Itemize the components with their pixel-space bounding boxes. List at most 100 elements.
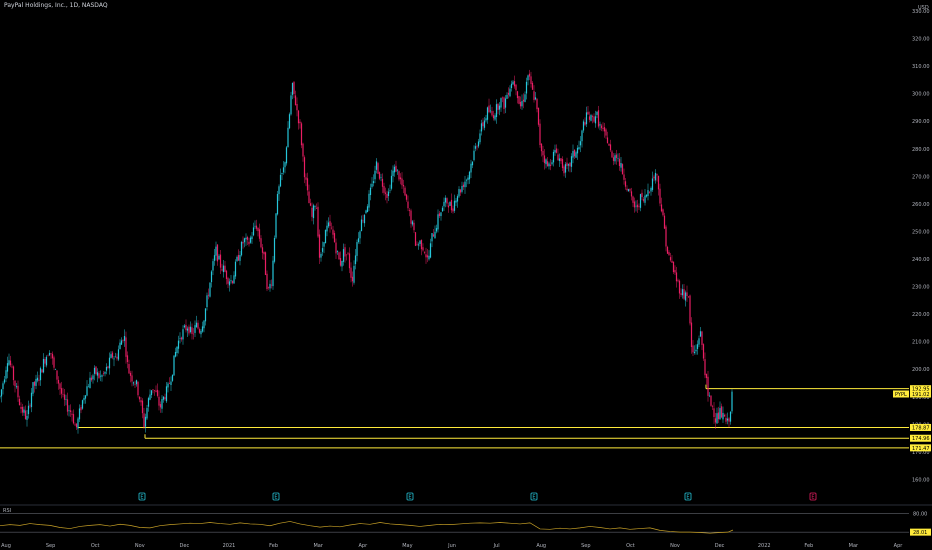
candle-body (449, 201, 451, 206)
candle-body (252, 227, 255, 236)
candle-body (27, 405, 30, 415)
candle-body (422, 247, 424, 251)
candle-body (32, 382, 34, 394)
symbol-tag (893, 390, 909, 398)
candle-body (465, 179, 468, 181)
earnings-marker[interactable] (809, 492, 817, 501)
candle-body (692, 345, 694, 353)
candle-body (486, 107, 489, 120)
rsi-value-tag (910, 528, 931, 536)
candle-body (312, 205, 315, 219)
candle-body (410, 210, 412, 224)
candle-body (657, 175, 660, 190)
candle-body (156, 389, 159, 396)
candle-body (171, 374, 174, 381)
y-tick-label: 230.00 (912, 285, 930, 291)
level-price-label: 178.87 (912, 425, 930, 431)
candle-body (710, 395, 712, 406)
candle-body (176, 346, 178, 354)
candle-body (195, 322, 198, 328)
candle-body (461, 185, 463, 192)
candle-body (477, 141, 480, 147)
candle-body (588, 116, 591, 120)
candle-body (426, 255, 429, 258)
candle-body (669, 257, 672, 261)
candle-body (11, 366, 13, 368)
candle-body (119, 342, 121, 350)
candle-body (729, 411, 732, 422)
candle-body (704, 359, 706, 376)
candle-body (192, 333, 195, 335)
candle-body (513, 81, 516, 87)
candle-body (557, 154, 559, 161)
candle-body (104, 371, 106, 374)
candle-body (129, 372, 132, 376)
candle-body (321, 248, 324, 252)
candle-body (368, 193, 370, 208)
candle-body (149, 394, 151, 400)
candle-body (492, 115, 495, 119)
candle-body (209, 282, 211, 297)
candle-body (561, 159, 564, 169)
candle-body (20, 406, 22, 409)
x-tick-label: Aug (1, 543, 11, 549)
candle-body (29, 405, 31, 407)
candle-body (402, 184, 405, 187)
candle-body (668, 252, 670, 256)
candle-body (357, 238, 360, 243)
earnings-marker[interactable] (684, 492, 692, 501)
rsi-label: RSI (3, 508, 11, 514)
candle-body (207, 294, 210, 296)
candle-body (300, 123, 303, 146)
candle-body (239, 254, 241, 261)
candle-body (347, 252, 349, 254)
candle-body (485, 118, 487, 121)
x-tick-label: 2022 (758, 543, 771, 549)
candle-body (111, 352, 114, 358)
candle-body (524, 94, 526, 102)
y-tick-label: 190.00 (912, 395, 930, 401)
candle-body (558, 158, 561, 161)
candle-body (72, 414, 75, 424)
candle-body (542, 150, 544, 156)
earnings-marker[interactable] (272, 492, 280, 501)
candle-body (429, 243, 432, 258)
candle-body (270, 284, 273, 286)
candle-body (521, 101, 523, 107)
candle-body (474, 146, 477, 149)
candle-body (3, 379, 6, 383)
candle-body (602, 128, 604, 129)
candle-body (705, 373, 708, 379)
candle-body (185, 324, 187, 331)
candle-body (203, 320, 205, 329)
candle-body (675, 272, 678, 282)
candle-body (401, 178, 403, 186)
x-tick-label: Mar (313, 543, 323, 549)
candle-body (444, 197, 447, 203)
candle-body (584, 122, 586, 125)
candle-body (680, 293, 682, 295)
candle-body (384, 192, 387, 194)
candle-body (446, 198, 448, 204)
candle-body (432, 234, 435, 237)
candle-body (633, 201, 636, 208)
candle-body (681, 289, 684, 296)
candle-body (179, 338, 181, 339)
candle-body (626, 188, 628, 191)
candle-body (83, 397, 85, 401)
candle-body (651, 178, 654, 190)
candle-body (443, 201, 445, 207)
candle-body (254, 225, 256, 227)
earnings-marker[interactable] (530, 492, 538, 501)
candle-body (87, 386, 90, 388)
candle-body (390, 175, 393, 189)
candle-body (93, 367, 96, 374)
candle-body (603, 127, 606, 132)
candle-body (483, 120, 486, 128)
candle-body (159, 404, 162, 408)
earnings-marker[interactable] (406, 492, 414, 501)
candle-body (731, 391, 733, 412)
candle-body (459, 189, 462, 193)
earnings-marker[interactable] (138, 492, 146, 501)
